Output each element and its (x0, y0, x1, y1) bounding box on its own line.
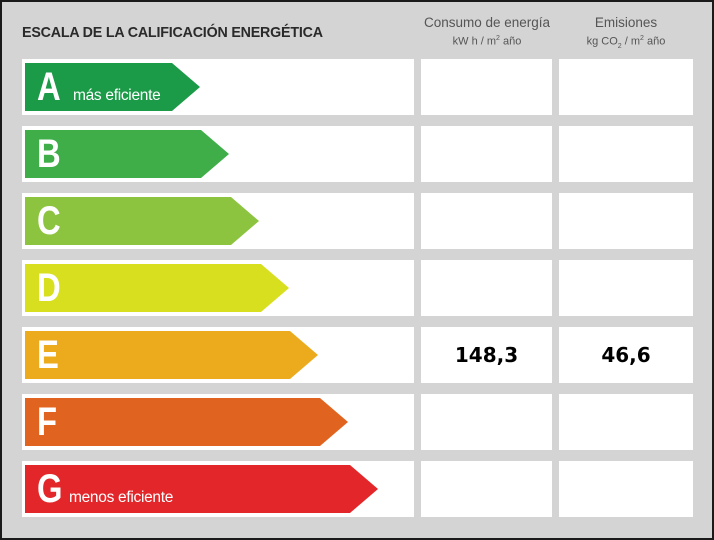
emisiones-value: 46,6 (559, 327, 693, 383)
rating-bar-cell: F (22, 394, 414, 450)
emisiones-unit: kg CO2 / m2 año (586, 35, 666, 50)
rating-row-f: F (22, 394, 693, 450)
rating-bar-cell: C (22, 193, 414, 249)
emisiones-value (559, 193, 693, 249)
consumo-label: Consumo de energía (423, 15, 551, 30)
rating-letter: F (37, 400, 58, 444)
emisiones-value (559, 126, 693, 182)
emisiones-value (559, 461, 693, 517)
consumo-value: 148,3 (421, 327, 552, 383)
rating-bar-cell: E (22, 327, 414, 383)
rating-arrow-f: F (25, 398, 348, 446)
rating-letter: A (37, 65, 61, 109)
consumo-header: Consumo de energía kW h / m2 año (420, 14, 554, 49)
emisiones-label: Emisiones (594, 15, 658, 30)
rating-row-e: E 148,3 46,6 (22, 327, 693, 383)
rating-letter: G (37, 467, 63, 511)
rating-letter: B (37, 132, 61, 176)
rating-arrow-b: B (25, 130, 229, 178)
rating-arrow-d: D (25, 264, 289, 312)
consumo-value (421, 59, 552, 115)
rating-sublabel: menos eficiente (69, 489, 174, 506)
rating-bar-cell: B (22, 126, 414, 182)
rating-bar-cell: D (22, 260, 414, 316)
consumo-value (421, 461, 552, 517)
consumo-value (421, 394, 552, 450)
rating-row-c: C (22, 193, 693, 249)
consumo-unit: kW h / m2 año (452, 35, 522, 48)
consumo-value (421, 193, 552, 249)
rating-arrow-c: C (25, 197, 259, 245)
emisiones-header: Emisiones kg CO2 / m2 año (558, 14, 694, 54)
rating-row-d: D (22, 260, 693, 316)
rating-sublabel: más eficiente (73, 87, 161, 104)
rating-letter: C (37, 199, 61, 243)
rating-letter: E (37, 333, 59, 377)
rating-row-b: B (22, 126, 693, 182)
rating-letter: D (37, 266, 61, 310)
panel-title: ESCALA DE LA CALIFICACIÓN ENERGÉTICA (22, 24, 323, 41)
consumo-value (421, 126, 552, 182)
emisiones-value (559, 394, 693, 450)
emisiones-value (559, 260, 693, 316)
consumo-value (421, 260, 552, 316)
emisiones-value (559, 59, 693, 115)
rating-arrow-e: E (25, 331, 318, 379)
